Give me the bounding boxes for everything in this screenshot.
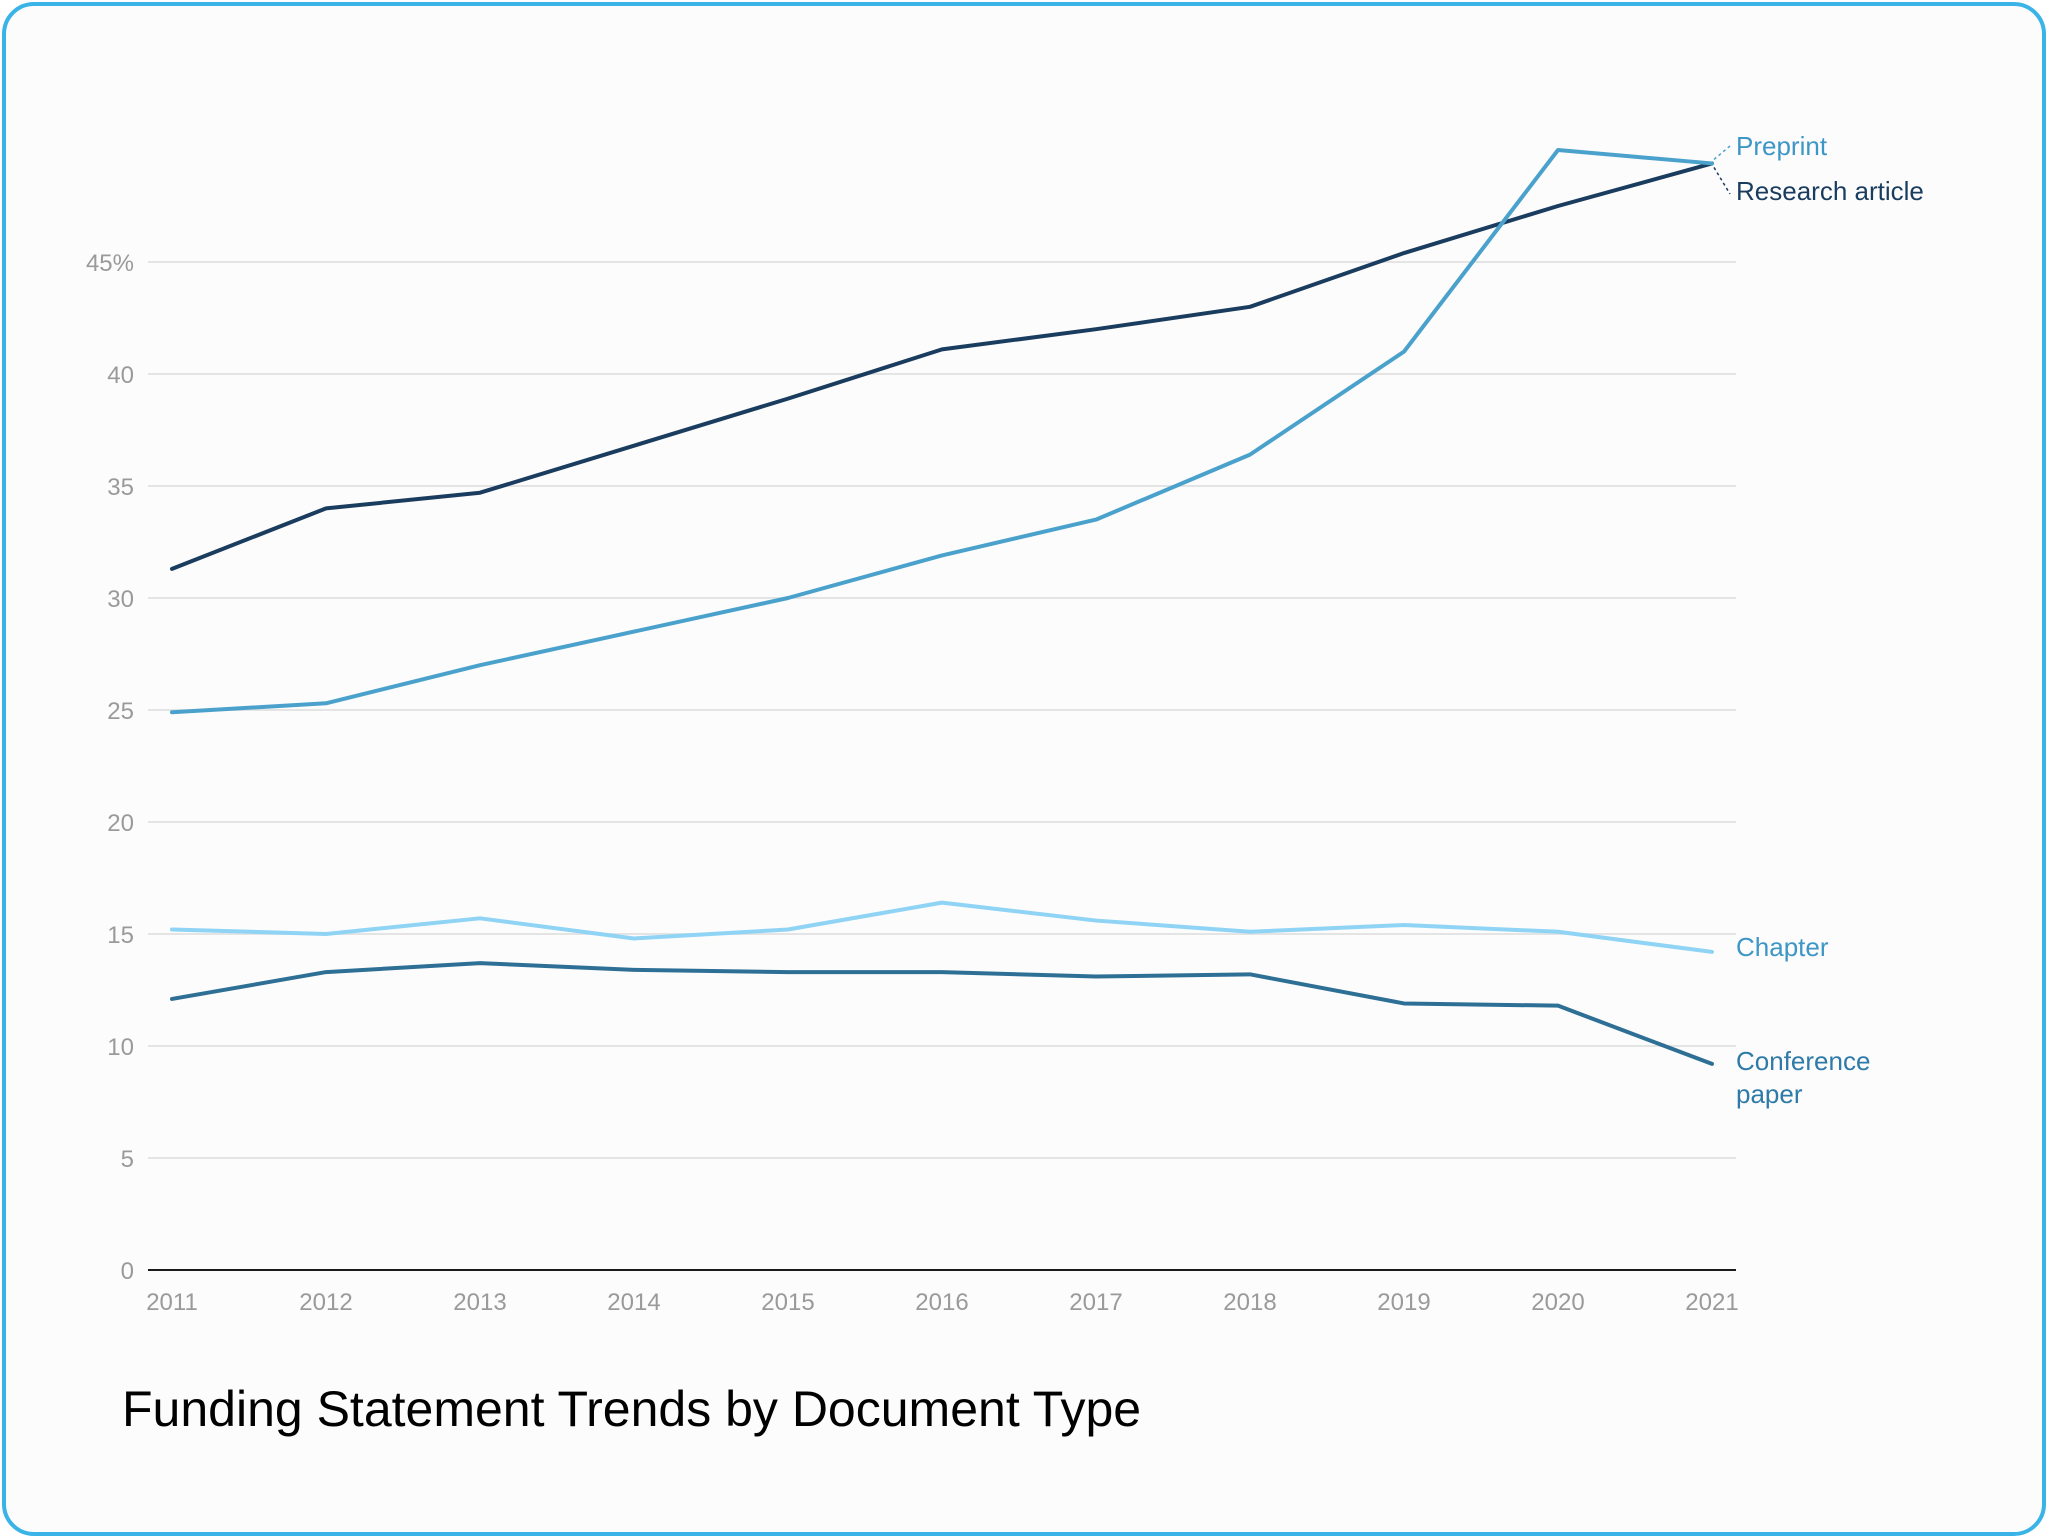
series-line-chapter [170,900,1714,954]
y-tick-label: 45% [86,250,134,277]
series-line-conference-paper [170,961,1714,1066]
x-tick-label: 2017 [1069,1289,1122,1316]
series-line-preprint [170,148,1714,715]
x-tick-label: 2020 [1531,1289,1584,1316]
series-label-research-article: Research article [1736,176,1924,206]
series-line-research-article [170,161,1714,571]
y-tick-label: 20 [107,810,134,837]
x-tick-label: 2016 [915,1289,968,1316]
x-tick-label: 2018 [1223,1289,1276,1316]
chart-title: Funding Statement Trends by Document Typ… [122,1381,1142,1437]
x-axis-ticks: 2011 2012 2013 2014 2015 2016 2017 2018 2019 2020… [146,1289,1739,1316]
x-tick-label: 2019 [1377,1289,1430,1316]
y-tick-label: 30 [107,586,134,613]
leader-line-preprint [1713,145,1731,161]
series-lines [170,148,1714,1066]
series-labels: Research article Preprint Chapter Conferenc… [1713,131,1924,1109]
grid-lines [148,261,1736,1159]
y-tick-label: 35 [107,474,134,501]
y-tick-label: 0 [121,1258,134,1285]
y-tick-label: 10 [107,1034,134,1061]
x-tick-label: 2013 [453,1289,506,1316]
x-tick-label: 2015 [761,1289,814,1316]
x-tick-label: 2011 [146,1289,198,1316]
x-tick-label: 2012 [299,1289,352,1316]
y-tick-label: 40 [107,362,134,389]
series-label-preprint: Preprint [1736,131,1828,161]
y-axis-ticks: 0 5 10 15 20 25 30 35 40 45% [86,250,134,1285]
leader-line-research-article [1713,167,1731,195]
y-tick-label: 5 [121,1146,134,1173]
x-tick-label: 2014 [607,1289,660,1316]
y-tick-label: 15 [107,922,134,949]
series-label-conference-paper: Conference paper [1736,1046,1870,1109]
x-tick-label: 2021 [1685,1289,1738,1316]
series-label-chapter: Chapter [1736,932,1829,962]
y-tick-label: 25 [107,698,134,725]
